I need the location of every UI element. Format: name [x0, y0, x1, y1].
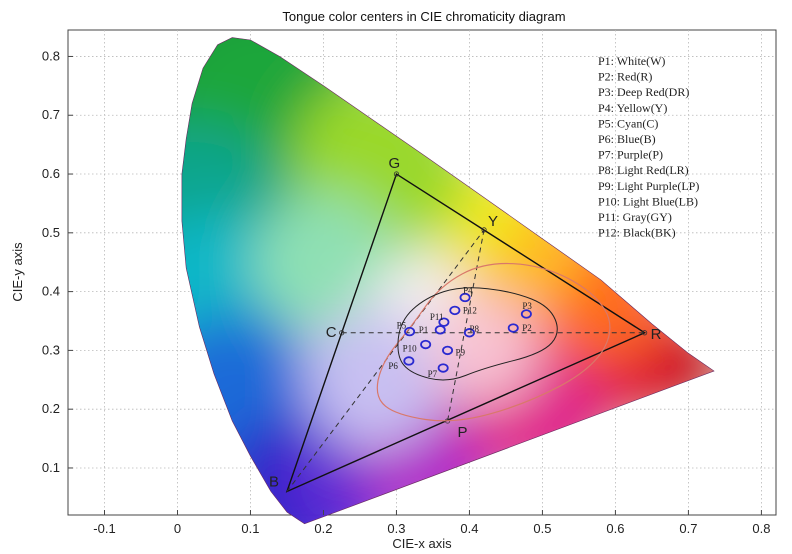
marker-label-p7: P7	[428, 369, 438, 379]
marker-p6	[403, 356, 415, 366]
vertex-labels: G R B Y C P	[269, 155, 662, 490]
spectral-locus	[181, 37, 714, 524]
marker-label-p12: P12	[463, 305, 477, 315]
vertex-label-c: C	[326, 324, 337, 341]
legend-entry: P3: Deep Red(DR)	[598, 85, 689, 99]
color-blob	[304, 309, 445, 450]
y-tick-label: 0.5	[42, 225, 60, 240]
chart-title: Tongue color centers in CIE chromaticity…	[282, 9, 565, 24]
marker-label-p3: P3	[522, 301, 532, 311]
y-tick-label: 0.4	[42, 284, 60, 299]
marker-label-p4: P4	[463, 285, 473, 295]
marker-p10	[420, 339, 432, 350]
spectral-locus-outline	[181, 37, 715, 525]
legend-entry: P6: Blue(B)	[598, 132, 656, 146]
plot-frame	[67, 29, 777, 516]
y-axis-label: CIE-y axis	[10, 242, 25, 302]
reference-point-marker	[481, 227, 487, 233]
vertex-label-b: B	[269, 473, 279, 490]
legend-entry: P5: Cyan(C)	[598, 116, 658, 130]
marker-p12	[449, 305, 461, 316]
y-tick-label: 0.2	[42, 401, 60, 416]
x-tick-label: 0.1	[241, 521, 259, 536]
reference-point-marker	[393, 171, 400, 177]
marker-label-p1: P1	[419, 325, 429, 335]
vertex-label-y: Y	[488, 213, 498, 230]
x-tick-label: 0.7	[679, 521, 697, 536]
outer-contour	[376, 262, 611, 422]
marker-label-p8: P8	[469, 324, 479, 334]
x-tick-label: 0	[174, 521, 181, 536]
x-tick-label: 0.3	[387, 521, 405, 536]
reference-point-marker	[339, 330, 345, 336]
x-tick-label: -0.1	[93, 521, 115, 536]
x-tick-label: 0.4	[460, 521, 478, 536]
marker-p11	[438, 317, 450, 327]
marker-p1	[434, 325, 446, 335]
marker-p5	[404, 326, 416, 337]
marker-label-p6: P6	[388, 361, 398, 371]
marker-p9	[442, 345, 454, 356]
legend-entry: P1: White(W)	[598, 54, 665, 68]
marker-p3	[520, 309, 532, 319]
legend-entry: P9: Light Purple(LP)	[598, 179, 699, 193]
y-tick-label: 0.1	[42, 460, 60, 475]
marker-p4	[459, 292, 471, 303]
marker-p8	[463, 328, 475, 338]
marker-p2	[507, 323, 519, 333]
inner-contour	[397, 287, 558, 381]
legend-entry: P2: Red(R)	[598, 70, 652, 84]
reference-point-marker	[642, 330, 648, 336]
y-tick-label: 0.7	[42, 107, 60, 122]
legend: P1: White(W) P2: Red(R)P3: Deep Red(DR) P4…	[598, 54, 699, 240]
x-tick-label: 0.8	[752, 521, 770, 536]
distribution-contours	[376, 262, 611, 422]
legend-entry: P12: Black(BK)	[598, 226, 676, 240]
marker-label-p2: P2	[522, 323, 532, 333]
tongue-color-markers: P1 P2 P3 P4 P5 P6 P7 P8 P9 P10 P11 P12	[388, 285, 532, 379]
legend-entry: P8: Light Red(LR)	[598, 163, 689, 177]
marker-label-p10: P10	[403, 344, 418, 354]
legend-entry: P4: Yellow(Y)	[598, 101, 667, 115]
marker-label-p5: P5	[397, 321, 407, 331]
marker-label-p11: P11	[430, 312, 444, 322]
legend-entry: P7: Purple(P)	[598, 148, 663, 162]
vertex-label-p: P	[458, 424, 468, 441]
x-tick-label: 0.6	[606, 521, 624, 536]
x-axis-label: CIE-x axis	[392, 536, 452, 551]
vertex-label-r: R	[651, 326, 662, 343]
y-tick-label: 0.6	[42, 166, 60, 181]
x-tick-label: 0.5	[533, 521, 551, 536]
vertex-label-g: G	[388, 155, 400, 172]
color-blob	[253, 192, 394, 333]
x-tick-label: 0.2	[314, 521, 332, 536]
y-p-line	[447, 229, 485, 422]
x-axis-ticks: -0.1 0 0.1 0.2 0.3 0.4 0.5 0.6 0.7 0.8	[93, 510, 770, 536]
y-axis-ticks: 0.1 0.2 0.3 0.4 0.5 0.6 0.7 0.8	[42, 48, 73, 475]
y-tick-label: 0.3	[42, 342, 60, 357]
y-tick-label: 0.8	[42, 48, 60, 63]
legend-entry: P11: Gray(GY)	[598, 210, 672, 224]
legend-entry: P10: Light Blue(LB)	[598, 194, 698, 208]
marker-label-p9: P9	[456, 347, 466, 357]
color-blob	[663, 328, 714, 409]
marker-p7	[437, 363, 449, 373]
